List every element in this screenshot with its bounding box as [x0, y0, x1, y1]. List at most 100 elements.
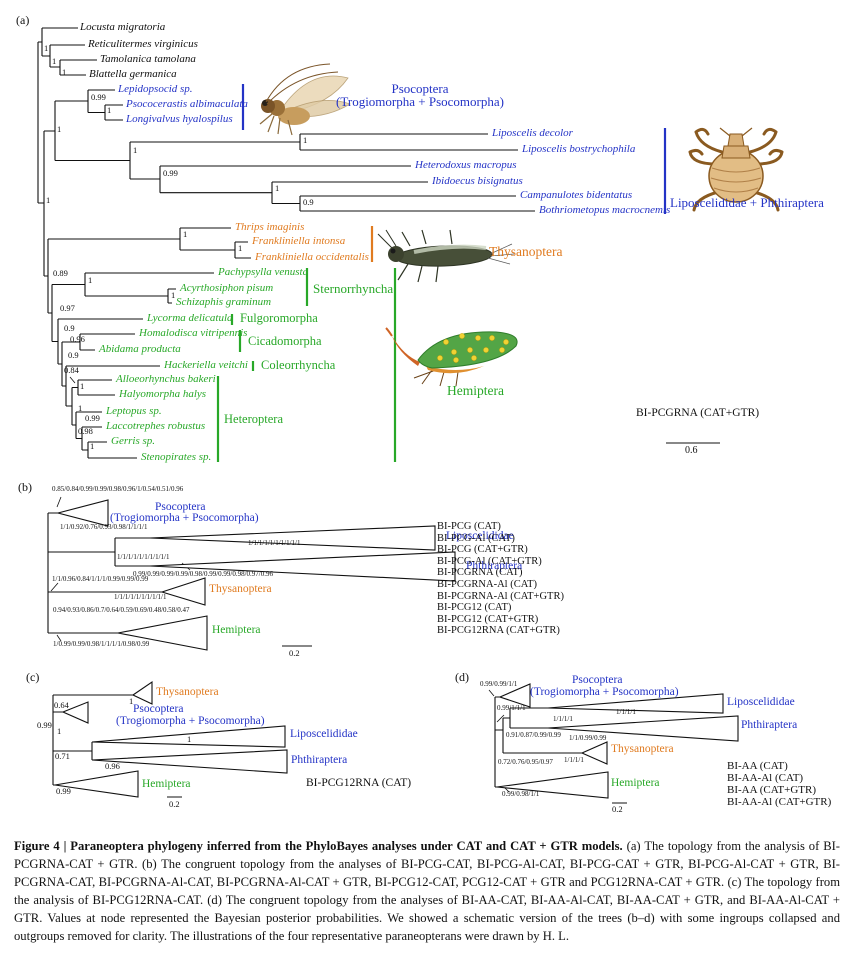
panel-b-tag: (b): [18, 480, 32, 494]
support-value: 0.99: [56, 786, 71, 796]
taxon-label: Acyrthosiphon pisum: [180, 282, 274, 294]
group-label-psocoptera: Psocoptera: [133, 703, 184, 715]
group-label-psocoptera: Psocoptera: [155, 501, 206, 513]
model-label: BI-PCG-Al (CAT): [437, 532, 515, 544]
taxon-label: Pachypsylla venusta: [218, 266, 309, 278]
taxon-label: Thrips imaginis: [235, 221, 305, 233]
support-value: 1: [78, 403, 83, 413]
taxon-label: Homalodisca vitripennis: [139, 327, 248, 339]
group-label-psocoptera-sub: (Trogiomorpha + Psocomorpha): [336, 94, 504, 109]
taxon-label: Liposcelis bostrychophila: [522, 143, 636, 155]
model-label: BI-PCGRNA (CAT): [437, 567, 523, 579]
taxon-label: Frankliniella occidentalis: [255, 251, 369, 263]
support-value: 0.9: [64, 323, 75, 333]
taxon-label: Abidama producta: [99, 343, 181, 355]
group-label-phthiraptera: Phthiraptera: [291, 754, 348, 766]
group-label-heteroptera: Heteroptera: [224, 412, 283, 426]
support-value: 0.96: [105, 761, 120, 771]
panel-c-tree: [52, 680, 288, 798]
support-value: 1: [303, 135, 308, 145]
support-value: 1: [187, 734, 192, 744]
model-label: BI-PCGRNA-Al (CAT): [437, 579, 538, 590]
group-label-thysanoptera: Thysanoptera: [156, 686, 219, 698]
support-value: 0.91/0.87/0.99/0.99: [506, 731, 561, 739]
group-label-coleorrhyncha: Coleorrhyncha: [261, 358, 336, 372]
group-label-phthiraptera: Phthiraptera: [466, 560, 523, 572]
group-label-liposcelididae: Liposcelididae: [290, 728, 358, 740]
support-value: 0.72/0.76/0.95/0.97: [498, 758, 553, 766]
taxon-label: Reticulitermes virginicus: [88, 38, 198, 50]
support-value: 1: [44, 43, 49, 53]
taxon-label: Blattella germanica: [89, 68, 177, 80]
group-label-liposcelididae: Liposcelididae: [446, 530, 514, 542]
support-value: 1/1/1/1: [553, 715, 573, 723]
model-label: BI-PCG12 (CAT): [437, 602, 512, 614]
model-label: BI-PCGRNA (CAT+GTR): [636, 407, 760, 419]
panel-b-tree: [47, 496, 456, 651]
group-label-psocoptera: Psocoptera: [391, 81, 449, 96]
support-value: 1: [275, 183, 280, 193]
panel-a-tag: (a): [16, 13, 30, 27]
support-value: 0.64: [54, 700, 69, 710]
support-value: 1: [57, 726, 62, 736]
support-value: 0.89: [53, 268, 68, 278]
support-value: 1: [133, 145, 138, 155]
model-label: BI-PCG (CAT): [437, 521, 501, 532]
model-label: BI-AA (CAT): [727, 760, 788, 772]
group-label-liposcelididae: Liposcelididae: [727, 696, 795, 708]
caption-lead: Figure 4 | Paraneoptera phylogeny inferr…: [14, 838, 623, 853]
support-value: 1: [183, 229, 188, 239]
support-value: 0.99: [91, 92, 106, 102]
model-label: BI-PCG12RNA (CAT+GTR): [437, 625, 560, 637]
panel-d-tag: (d): [455, 670, 469, 684]
group-label-hemiptera: Hemiptera: [142, 778, 191, 790]
support-value: 1: [52, 56, 57, 66]
support-value: 1/1/1/1/1/1/1/1/1/1: [114, 593, 167, 601]
taxon-label: Leptopus sp.: [106, 405, 162, 417]
support-value: 1: [57, 124, 62, 134]
lanternfly-illustration: [385, 327, 518, 387]
model-label: BI-AA-Al (CAT+GTR): [727, 796, 832, 808]
taxon-label: Alloeorhynchus bakeri: [116, 373, 216, 385]
group-label-psocoptera-sub: (Trogiomorpha + Psocomorpha): [530, 686, 679, 698]
group-label-psocoptera-sub: (Trogiomorpha + Psocomorpha): [116, 715, 265, 727]
group-label-hemiptera: Hemiptera: [447, 383, 504, 398]
group-label-thysanoptera: Thysanoptera: [489, 244, 563, 259]
thrips-illustration: [377, 229, 515, 283]
support-value: 1/0.99/0.99/0.98/1/1/1/1/0.98/0.99: [53, 640, 150, 648]
panel-a-tree: [37, 27, 720, 462]
support-value: 1/1/1/1/1/1/1/1/1/1: [117, 553, 170, 561]
support-value: 0.99: [85, 413, 100, 423]
support-value: 1: [129, 696, 134, 706]
support-value: 1: [171, 290, 176, 300]
model-label: BI-AA-Al (CAT): [727, 772, 804, 784]
taxon-label: Halyomorpha halys: [119, 388, 207, 400]
support-value: 0.99: [163, 168, 178, 178]
group-label-hemiptera: Hemiptera: [611, 777, 660, 789]
group-label-phthiraptera: Phthiraptera: [741, 719, 798, 731]
support-value: 1/1/1/1: [616, 708, 636, 716]
group-label-cicadomorpha: Cicadomorpha: [248, 334, 322, 348]
scale-value: 0.2: [289, 648, 300, 658]
support-value: 0.94/0.93/0.86/0.7/0.64/0.59/0.69/0.48/0…: [53, 606, 190, 614]
taxon-label: Longivalvus hyalospilus: [126, 113, 233, 125]
support-value: 1: [238, 243, 243, 253]
support-value: 0.71: [55, 751, 70, 761]
support-value: 0.9: [68, 350, 79, 360]
caption-body: (a) The topology from the analysis of BI…: [14, 838, 840, 944]
support-value: 1: [88, 275, 93, 285]
support-value: 1/1/0.99/0.99: [569, 734, 607, 742]
model-label: BI-PCG-Al (CAT+GTR): [437, 555, 542, 567]
taxon-label: Ibidoecus bisignatus: [432, 175, 523, 187]
taxon-label: Psococerastis albimaculata: [126, 98, 248, 110]
support-value: 1/1/1/1/1/1/1/1/1/1: [248, 539, 301, 547]
support-value: 0.97: [60, 303, 75, 313]
figure-caption: Figure 4 | Paraneoptera phylogeny inferr…: [14, 837, 840, 946]
support-value: 0.99/0.99/0.99/0.99/0.98/0.99/0.99/0.98/…: [133, 570, 274, 578]
group-label-thysanoptera: Thysanoptera: [611, 743, 674, 755]
support-value: 1: [107, 105, 112, 115]
louse-illustration: [688, 127, 784, 212]
support-value: 1/1/0.96/0.84/1/1/1/0.99/0.99/0.99: [52, 575, 149, 583]
support-value: 1: [80, 381, 85, 391]
